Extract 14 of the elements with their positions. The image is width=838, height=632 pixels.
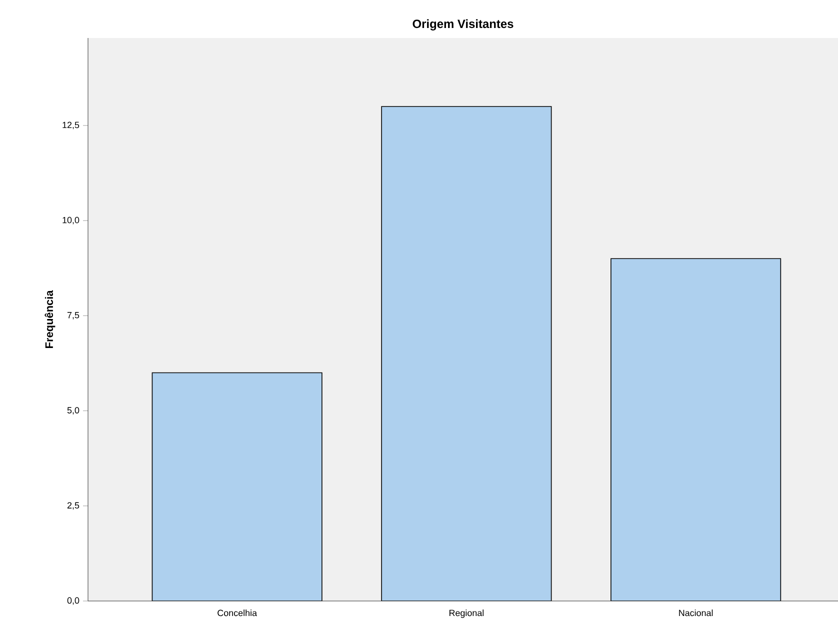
x-tick-label: Concelhia bbox=[218, 610, 258, 616]
bar bbox=[610, 258, 782, 601]
y-tick-label: 7,5 bbox=[67, 312, 80, 320]
y-tick-label: 10,0 bbox=[62, 216, 80, 224]
y-tick-label: 0,0 bbox=[67, 597, 80, 605]
bar bbox=[152, 372, 322, 601]
y-tick-label: 12,5 bbox=[62, 122, 80, 130]
y-axis-title: Frequência bbox=[44, 290, 56, 348]
x-tick-label: Nacional bbox=[679, 610, 713, 616]
chart-title: Origem Visitantes bbox=[412, 19, 514, 30]
y-tick-label: 5,0 bbox=[67, 407, 80, 414]
x-tick-label: Regional bbox=[449, 610, 484, 618]
y-tick-label: 2,5 bbox=[67, 502, 80, 510]
bar bbox=[381, 106, 552, 601]
